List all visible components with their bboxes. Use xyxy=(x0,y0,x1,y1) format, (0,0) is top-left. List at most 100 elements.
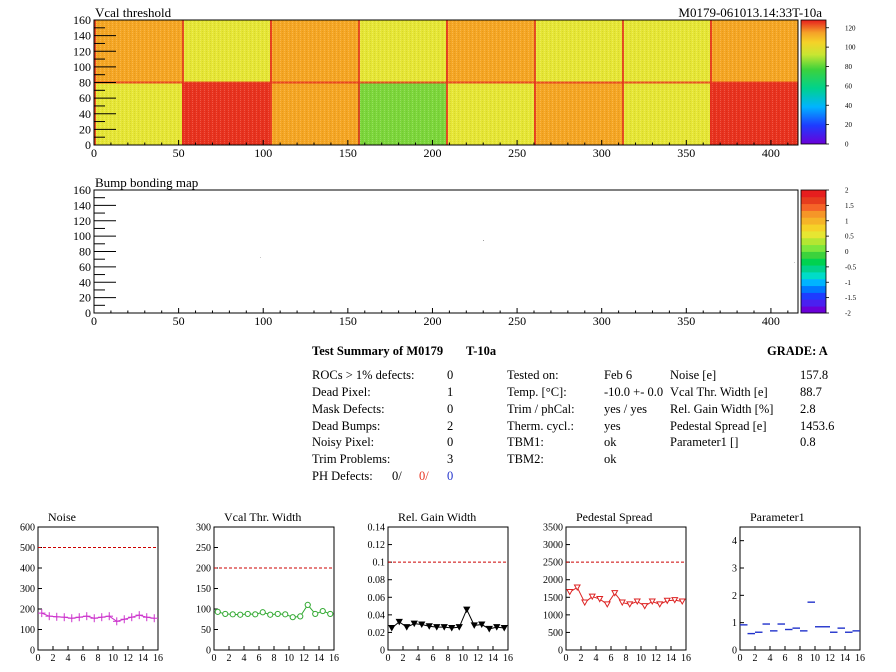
x-tick-label: 0 xyxy=(91,146,97,160)
data-point xyxy=(312,610,319,618)
y-tick-label: 500 xyxy=(20,543,35,554)
x-tick-label: 4 xyxy=(416,653,421,664)
palette-band xyxy=(801,244,826,252)
data-point xyxy=(222,610,229,618)
y-tick-label: 600 xyxy=(20,523,35,534)
data-point xyxy=(671,597,679,604)
defect-value: 0 xyxy=(447,435,454,449)
data-point xyxy=(297,613,304,620)
y-tick-label: 40 xyxy=(79,107,91,121)
condition-value: yes / yes xyxy=(604,402,648,416)
palette-band xyxy=(801,306,826,314)
y-tick-label: 120 xyxy=(73,214,91,228)
x-tick-label: 2 xyxy=(227,653,232,664)
y-tick-label: 160 xyxy=(73,183,91,197)
x-tick-label: 10 xyxy=(636,653,646,664)
x-tick-label: 6 xyxy=(609,653,614,664)
result-value: 2.8 xyxy=(800,402,816,416)
palette-band xyxy=(801,285,826,293)
data-point xyxy=(485,625,493,633)
data-point xyxy=(470,622,478,629)
defect-value: 0 xyxy=(447,402,454,416)
x-tick-label: 50 xyxy=(173,146,185,160)
y-tick-label: 0 xyxy=(30,646,35,657)
data-point xyxy=(626,601,634,608)
palette-band xyxy=(801,210,826,218)
x-tick-label: 12 xyxy=(651,653,661,664)
x-tick-label: 6 xyxy=(81,653,86,664)
x-tick-label: 10 xyxy=(108,653,118,664)
chart-title: Vcal Thr. Width xyxy=(224,510,301,524)
result-label: Vcal Thr. Width [e] xyxy=(670,385,768,399)
palette-band xyxy=(801,217,826,225)
y-tick-label: 3500 xyxy=(543,523,563,534)
data-point xyxy=(618,599,626,607)
condition-label: Temp. [°C]: xyxy=(507,385,567,399)
condition-label: TBM1: xyxy=(507,435,544,449)
vcal-palette-scale: 0 20 40 60 80 100 120 xyxy=(826,24,856,149)
condition-label: Tested on: xyxy=(507,368,559,382)
y-tick-label: 0 xyxy=(85,138,91,152)
result-value: 88.7 xyxy=(800,385,822,399)
chart-3: Pedestal Spread 0 500 1000 1500 2000 2500 3000 3… xyxy=(543,510,691,664)
data-point xyxy=(478,621,486,629)
data-point xyxy=(588,593,596,601)
condition-value: yes xyxy=(604,419,621,433)
y-tick-label: 40 xyxy=(79,275,91,289)
x-tick-label: 12 xyxy=(123,653,133,664)
defect-label: Noisy Pixel: xyxy=(312,435,375,449)
y-tick-label: 50 xyxy=(201,625,211,636)
data-point xyxy=(229,611,236,618)
y-tick-label: 20 xyxy=(79,122,91,136)
module-id-label: M0179-061013.14:33T-10a xyxy=(678,5,822,20)
x-tick-label: 2 xyxy=(579,653,584,664)
x-tick-label: 4 xyxy=(242,653,247,664)
x-tick-label: 0 xyxy=(212,653,217,664)
data-point xyxy=(611,590,619,597)
x-tick-label: 50 xyxy=(173,314,185,328)
condition-value: ok xyxy=(604,435,617,449)
y-tick-label: 200 xyxy=(196,564,211,575)
data-point xyxy=(633,598,641,606)
vcal-map-noise-overlay xyxy=(94,20,798,145)
x-tick-label: 400 xyxy=(762,314,780,328)
chart-title: Parameter1 xyxy=(750,510,805,524)
defect-value: 2 xyxy=(447,419,454,433)
chart-2: Rel. Gain Width 0 0.02 0.04 0.06 0.08 0.1 0.12 0… xyxy=(368,510,514,664)
data-point xyxy=(388,625,396,632)
palette-tick-label: -2 xyxy=(845,310,851,318)
palette-band xyxy=(801,299,826,307)
condition-label: Trim / phCal: xyxy=(507,402,575,416)
x-tick-label: 8 xyxy=(96,653,101,664)
series-line xyxy=(391,608,505,630)
palette-tick-label: -0.5 xyxy=(845,263,857,271)
data-point xyxy=(410,620,418,628)
x-tick-label: 12 xyxy=(299,653,309,664)
data-point xyxy=(282,611,289,618)
condition-label: Therm. cycl.: xyxy=(507,419,574,433)
defect-label: ROCs > 1% defects: xyxy=(312,368,415,382)
y-tick-label: 60 xyxy=(79,91,91,105)
palette-band xyxy=(801,237,826,246)
y-tick-label: 1500 xyxy=(543,593,563,604)
y-tick-label: 80 xyxy=(79,76,91,90)
data-point xyxy=(244,610,251,618)
x-tick-label: 0 xyxy=(91,314,97,328)
data-point xyxy=(448,625,456,632)
bump-map-frame xyxy=(93,189,799,314)
x-tick-label: 16 xyxy=(503,653,513,664)
palette-tick-label: 1.5 xyxy=(845,202,854,210)
data-point xyxy=(403,624,411,631)
palette-tick-label: 80 xyxy=(845,63,853,71)
palette-tick-label: 40 xyxy=(845,102,853,110)
chart-frame xyxy=(37,526,159,651)
y-tick-label: 140 xyxy=(73,198,91,212)
y-tick-label: 1 xyxy=(732,618,737,629)
chart-title: Noise xyxy=(48,510,76,524)
data-point xyxy=(304,601,311,609)
bump-color-palette xyxy=(800,189,827,314)
y-tick-label: 0.08 xyxy=(368,575,386,586)
